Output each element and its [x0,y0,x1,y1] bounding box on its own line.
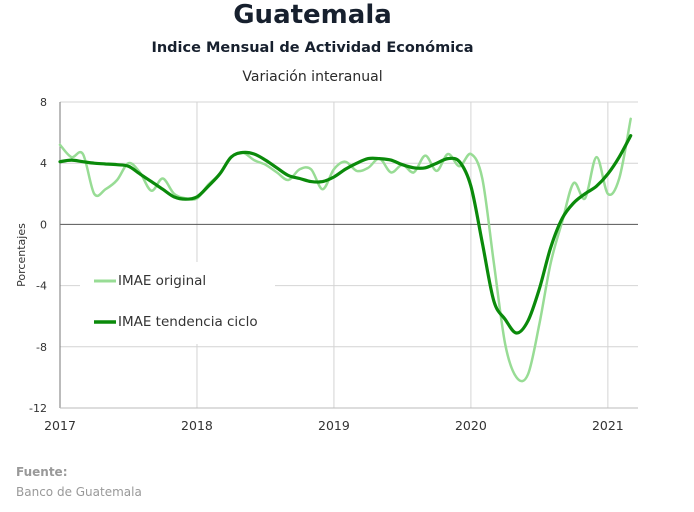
y-tick-label: 4 [40,157,47,170]
series-group [58,117,633,383]
source-text: Banco de Guatemala [16,485,142,499]
x-tick-label: 2021 [592,418,624,433]
source-label: Fuente: [16,465,68,479]
axes [59,102,638,409]
x-tick-label: 2017 [44,418,76,433]
legend-label-tendencia: IMAE tendencia ciclo [118,314,258,330]
series-line-imae-tendencia [58,134,633,335]
x-tick-label: 2019 [318,418,350,433]
x-tick-label: 2018 [181,418,213,433]
x-tick-label: 2020 [455,418,487,433]
series-line-imae-original [58,117,632,383]
y-tick-labels: 8 4 0 -4 -8 -12 [29,96,47,415]
legend-background [80,262,275,344]
y-tick-label: 8 [40,96,47,109]
grid [59,101,638,409]
legend-label-original: IMAE original [118,273,206,289]
y-tick-label: -4 [36,280,47,293]
x-tick-labels: 2017 2018 2019 2020 2021 [44,418,624,433]
chart-subsubtitle: Variación interanual [242,69,383,85]
chart-subtitle: Indice Mensual de Actividad Económica [151,40,474,56]
y-tick-label: -12 [29,402,47,415]
y-tick-label: 0 [40,218,47,231]
y-axis-label: Porcentajes [15,223,28,287]
legend: IMAE original IMAE tendencia ciclo [80,262,275,344]
y-tick-label: -8 [36,341,47,354]
chart-title: Guatemala [233,0,392,30]
